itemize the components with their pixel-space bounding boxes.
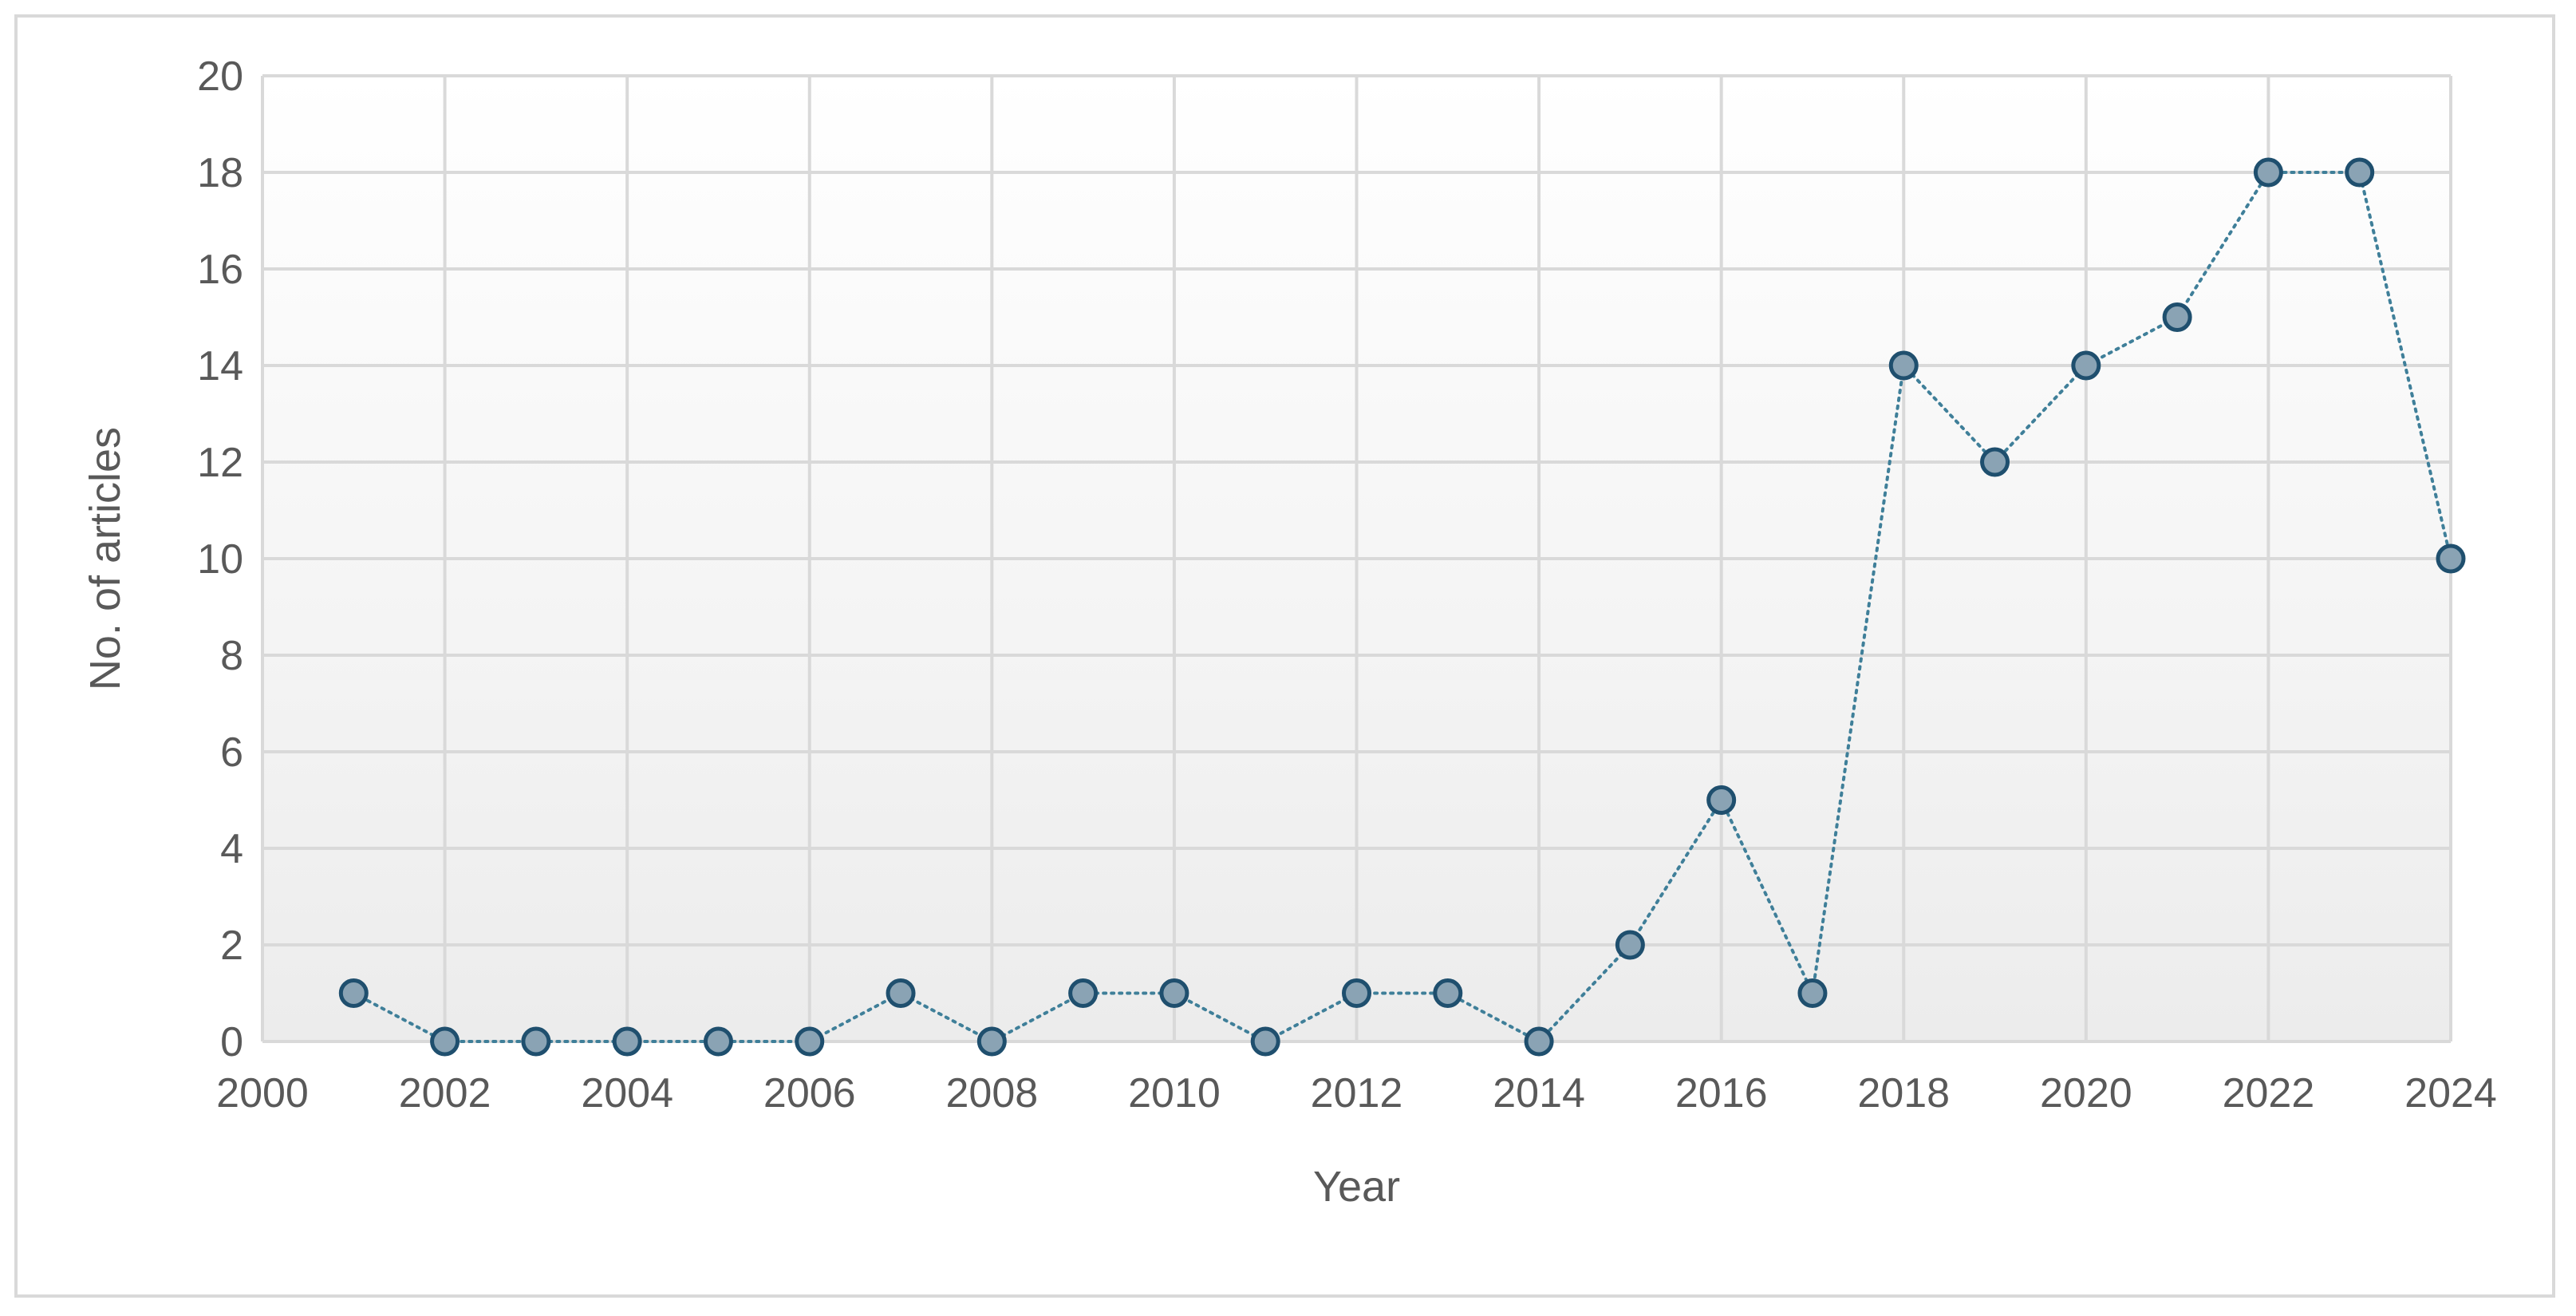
data-point bbox=[612, 1026, 642, 1057]
x-tick-label: 2020 bbox=[2040, 1070, 2132, 1116]
y-tick-label: 18 bbox=[197, 150, 243, 196]
y-tick-label: 8 bbox=[220, 633, 243, 679]
y-tick-label: 20 bbox=[197, 53, 243, 100]
data-point bbox=[430, 1026, 460, 1057]
x-tick-label: 2004 bbox=[581, 1070, 673, 1116]
data-point bbox=[338, 978, 369, 1008]
data-point bbox=[1524, 1026, 1554, 1057]
data-point bbox=[1980, 447, 2010, 477]
x-tick-label: 2002 bbox=[399, 1070, 491, 1116]
data-point bbox=[1342, 978, 1371, 1008]
data-point bbox=[2345, 157, 2375, 188]
y-tick-label: 12 bbox=[197, 440, 243, 486]
y-tick-label: 6 bbox=[220, 729, 243, 776]
x-tick-label: 2006 bbox=[763, 1070, 856, 1116]
y-tick-label: 10 bbox=[197, 536, 243, 583]
x-tick-label: 2022 bbox=[2223, 1070, 2315, 1116]
y-tick-label: 16 bbox=[197, 247, 243, 293]
data-point bbox=[2436, 543, 2466, 574]
y-tick-label: 14 bbox=[197, 343, 243, 389]
data-point bbox=[703, 1026, 733, 1057]
x-tick-label: 2018 bbox=[1857, 1070, 1950, 1116]
data-point bbox=[1250, 1026, 1280, 1057]
x-tick-label: 2012 bbox=[1311, 1070, 1403, 1116]
data-point bbox=[1433, 978, 1463, 1008]
data-point bbox=[1159, 978, 1189, 1008]
data-series bbox=[338, 157, 2466, 1057]
x-axis-title: Year bbox=[1313, 1163, 1400, 1211]
data-point bbox=[1706, 785, 1737, 815]
data-point bbox=[521, 1026, 551, 1057]
data-point bbox=[2162, 302, 2192, 332]
series-line bbox=[352, 171, 2452, 1044]
x-tick-label: 2008 bbox=[945, 1070, 1038, 1116]
data-point bbox=[1068, 978, 1099, 1008]
data-point bbox=[1797, 978, 1828, 1008]
y-tick-label: 0 bbox=[220, 1019, 243, 1065]
x-tick-label: 2010 bbox=[1128, 1070, 1221, 1116]
data-point bbox=[2071, 350, 2101, 381]
data-point bbox=[1615, 930, 1645, 960]
y-tick-label: 4 bbox=[220, 826, 243, 872]
x-tick-label: 2000 bbox=[216, 1070, 309, 1116]
x-tick-label: 2024 bbox=[2404, 1070, 2497, 1116]
x-tick-label: 2014 bbox=[1493, 1070, 1585, 1116]
data-point bbox=[886, 978, 916, 1008]
y-tick-label: 2 bbox=[220, 923, 243, 969]
data-point bbox=[795, 1026, 825, 1057]
data-point bbox=[2253, 157, 2283, 188]
data-point bbox=[976, 1026, 1007, 1057]
x-tick-label: 2016 bbox=[1675, 1070, 1768, 1116]
y-axis-title: No. of articles bbox=[81, 427, 129, 690]
tick-labels: 0 2 4 6 8 10 12 14 16 18 20 2000 2002 2004 2006 2008 201… bbox=[197, 53, 2497, 1116]
data-point bbox=[1888, 350, 1919, 381]
